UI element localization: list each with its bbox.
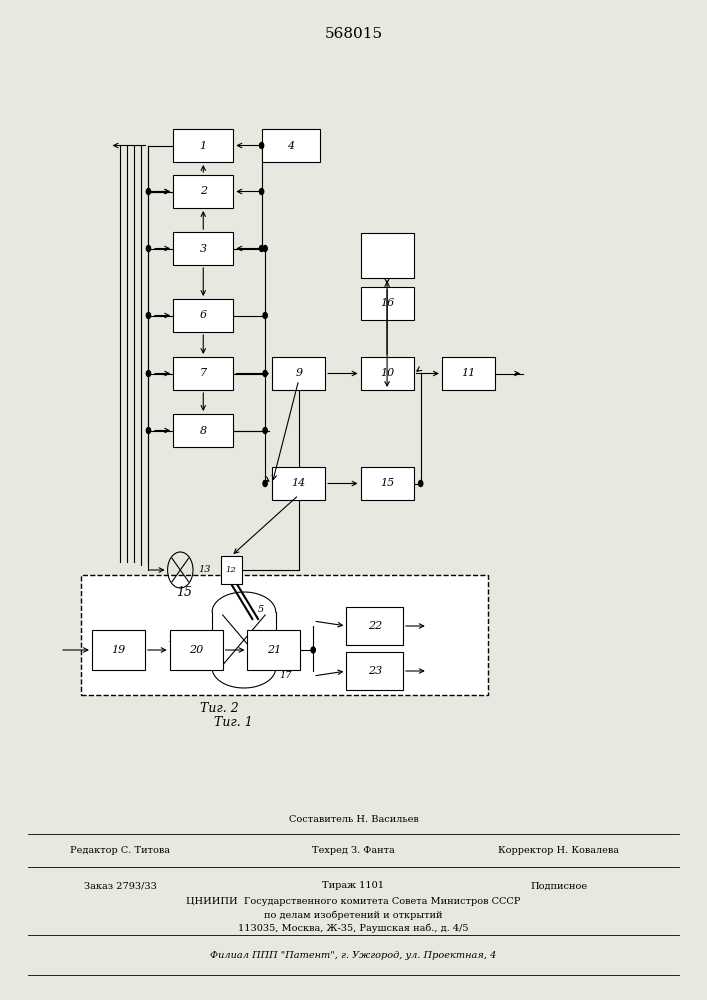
Bar [173,414,233,447]
Text: 13: 13 [199,566,211,574]
Circle shape [146,370,151,376]
Text: Составитель Н. Васильев: Составитель Н. Васильев [288,816,419,824]
Bar [173,357,233,390]
Text: 19: 19 [111,645,126,655]
Text: 3: 3 [199,243,207,253]
Bar [173,232,233,265]
Text: по делам изобретений и открытий: по делам изобретений и открытий [264,910,443,920]
Circle shape [259,143,264,149]
Circle shape [259,245,264,251]
Text: Заказ 2793/33: Заказ 2793/33 [83,882,157,890]
Bar [92,630,145,670]
Bar [173,129,233,162]
Bar [361,233,414,278]
Bar [346,652,403,690]
Bar [170,630,223,670]
Bar [346,607,403,645]
Circle shape [259,188,264,194]
Bar [272,467,325,500]
Text: 2: 2 [199,186,207,196]
Circle shape [146,188,151,194]
Text: 12: 12 [226,566,237,574]
Text: 5: 5 [258,604,264,613]
Text: Τиг. 1: Τиг. 1 [214,716,252,728]
Text: 23: 23 [368,666,382,676]
Bar [81,575,488,695]
Text: Редактор С. Титова: Редактор С. Титова [70,846,170,855]
Circle shape [263,481,267,487]
Bar [442,357,495,390]
Text: 21: 21 [267,645,281,655]
Bar [173,299,233,332]
Circle shape [263,428,267,434]
Text: 8: 8 [199,426,207,436]
Text: 15: 15 [380,479,395,488]
Text: 15: 15 [176,585,192,598]
Circle shape [146,312,151,318]
Text: 1: 1 [199,141,207,151]
Text: Филиал ППП "Патент", г. Ужгород, ул. Проектная, 4: Филиал ППП "Патент", г. Ужгород, ул. Про… [210,950,497,960]
Text: Τиг. 2: Τиг. 2 [200,702,238,714]
Text: 20: 20 [189,645,204,655]
Bar [173,175,233,208]
Circle shape [263,245,267,251]
Bar [221,556,242,584]
Text: 18: 18 [167,636,180,645]
Text: 10: 10 [380,368,395,378]
Circle shape [263,370,267,376]
Bar [124,612,223,670]
Text: 6: 6 [199,310,207,320]
Text: Подписное: Подписное [530,882,587,890]
Text: Техред З. Фанта: Техред З. Фанта [312,846,395,855]
Bar [361,467,414,500]
Text: 7: 7 [199,368,207,378]
Text: 14: 14 [291,479,306,488]
Bar [361,357,414,390]
Bar [247,630,300,670]
Circle shape [311,647,315,653]
Circle shape [419,481,423,487]
Bar [272,357,325,390]
Circle shape [263,312,267,318]
Text: 11: 11 [461,368,476,378]
Text: 17: 17 [279,671,292,680]
Text: Тираж 1101: Тираж 1101 [322,882,385,890]
Text: 9: 9 [295,368,303,378]
Circle shape [146,245,151,251]
Text: 16: 16 [380,298,395,308]
Bar [262,129,320,162]
Text: 22: 22 [368,621,382,631]
Bar [361,287,414,320]
Text: 113035, Москва, Ж-35, Раушская наб., д. 4/5: 113035, Москва, Ж-35, Раушская наб., д. … [238,923,469,933]
Text: 568015: 568015 [325,27,382,41]
Text: ЦНИИПИ  Государственного комитета Совета Министров СССР: ЦНИИПИ Государственного комитета Совета … [187,896,520,906]
Text: 4: 4 [287,141,294,151]
Text: Корректор Н. Ковалева: Корректор Н. Ковалева [498,846,619,855]
Circle shape [146,428,151,434]
